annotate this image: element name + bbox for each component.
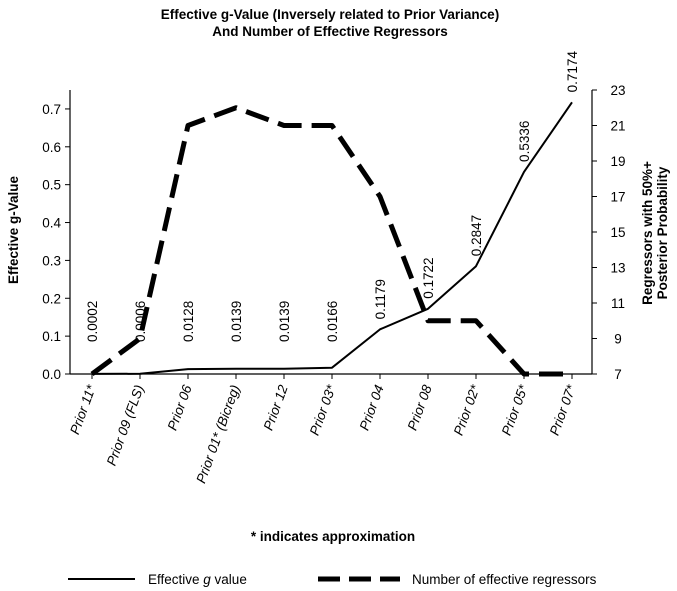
left-axis-title: Effective g-Value [6, 175, 21, 284]
right-axis-ticks: 7 9 11 13 15 17 19 21 23 [592, 83, 626, 382]
right-axis-title-line1: Regressors with 50%+ [640, 161, 655, 305]
left-tick-label: 0.7 [42, 102, 61, 117]
data-label: 0.7174 [565, 51, 580, 93]
left-tick-label: 0.1 [42, 329, 61, 344]
right-tick-label: 21 [610, 119, 625, 134]
legend: Effective g value Number of effective re… [68, 572, 597, 587]
data-label: 0.0002 [85, 301, 100, 342]
category-label: Prior 06 [165, 382, 195, 432]
legend-label-g-suffix: value [211, 572, 247, 587]
category-label: Prior 02* [451, 382, 483, 437]
legend-label-regressors: Number of effective regressors [412, 572, 597, 587]
category-label: Prior 04 [357, 383, 387, 433]
category-label: Prior 11* [67, 382, 99, 436]
data-label: 0.2847 [469, 215, 484, 256]
g-value-series-line [91, 101, 573, 375]
data-label: 0.1722 [421, 257, 436, 298]
legend-label-g-value: Effective g value [148, 572, 247, 587]
regressors-series-line [90, 105, 572, 377]
left-tick-label: 0.3 [42, 253, 61, 268]
right-tick-label: 23 [610, 83, 625, 98]
left-tick-label: 0.4 [42, 216, 61, 231]
data-label: 0.5336 [517, 121, 532, 162]
category-label: Prior 05* [499, 382, 531, 437]
data-label: 0.0139 [277, 301, 292, 342]
left-axis-ticks: 0.0 0.1 0.2 0.3 0.4 0.5 0.6 0.7 [42, 102, 70, 382]
right-axis-title-line2: Posterior Probability [655, 166, 670, 299]
legend-label-g-italic: g [203, 572, 211, 587]
category-label: Prior 01* (Bicreg) [193, 383, 243, 485]
data-label: 0.0139 [229, 301, 244, 342]
category-label: Prior 12 [261, 382, 291, 432]
right-tick-label: 19 [610, 154, 625, 169]
right-tick-label: 17 [610, 190, 625, 205]
right-tick-label: 15 [610, 225, 625, 240]
data-label: 0.0166 [325, 301, 340, 342]
legend-label-g-prefix: Effective [148, 572, 203, 587]
series-lines [90, 101, 573, 377]
right-tick-label: 7 [614, 367, 622, 382]
left-tick-label: 0.2 [42, 291, 61, 306]
data-label: 0.0006 [133, 301, 148, 342]
right-tick-label: 11 [611, 296, 625, 311]
footnote: * indicates approximation [251, 529, 415, 544]
chart-title-line2: And Number of Effective Regressors [212, 24, 448, 39]
right-tick-label: 9 [614, 332, 622, 347]
left-tick-label: 0.0 [42, 367, 61, 382]
data-label: 0.1179 [373, 279, 388, 319]
category-label: Prior 03* [307, 382, 339, 437]
chart-title-line1: Effective g-Value (Inversely related to … [161, 7, 499, 22]
left-tick-label: 0.5 [42, 178, 61, 193]
left-tick-label: 0.6 [42, 140, 61, 155]
data-labels: 0.0002 0.0006 0.0128 0.0139 0.0139 0.0166 0.11… [85, 51, 580, 342]
right-tick-label: 13 [610, 261, 625, 276]
category-label: Prior 09 (FLS) [104, 383, 147, 468]
data-label: 0.0128 [181, 301, 196, 342]
category-label: Prior 08 [405, 382, 435, 432]
category-label: Prior 07* [547, 382, 579, 437]
